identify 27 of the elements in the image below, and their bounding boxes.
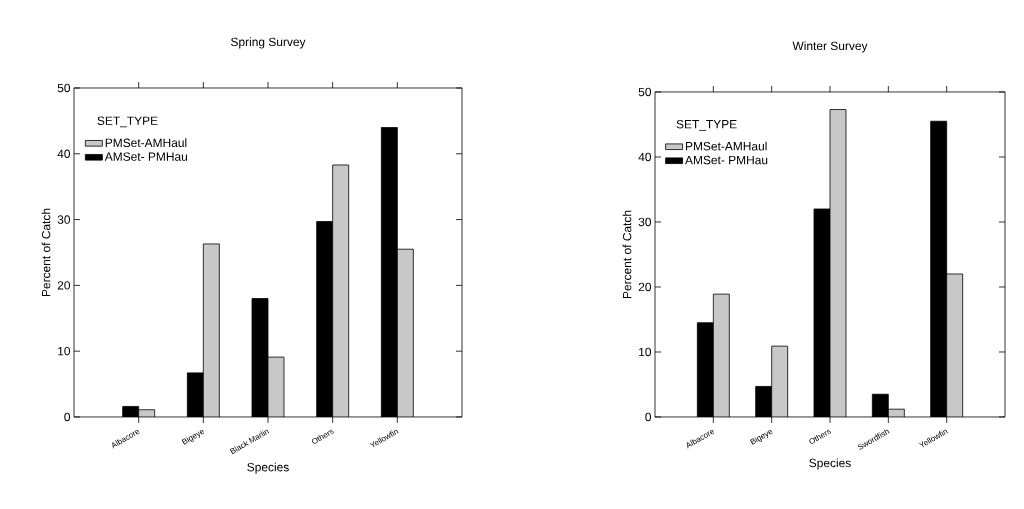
bar (771, 345, 789, 417)
y-tick-label: 0 (645, 412, 652, 422)
y-tick-label: 10 (639, 347, 652, 357)
y-tick-label: 30 (638, 217, 652, 227)
y-tick-label: 0 (64, 412, 71, 422)
legend-title: SET_TYPE (676, 120, 737, 131)
y-axis-title: Percent of Catch (622, 210, 632, 299)
y-tick-label: 10 (58, 346, 71, 356)
legend-title: SET_TYPE (97, 116, 158, 128)
legend-label: AMSet- PMHau (104, 152, 187, 161)
x-axis-title: Species (247, 462, 289, 474)
legend-label: PMSet-AMHaul (685, 141, 767, 151)
y-tick-label: 50 (638, 87, 652, 97)
y-tick-label: 40 (638, 152, 652, 162)
chart-title: Winter Survey (792, 41, 868, 53)
bar (712, 293, 730, 417)
chart-title: Spring Survey (231, 37, 306, 49)
x-axis-title: Species (809, 458, 851, 470)
y-tick-label: 20 (57, 281, 71, 290)
y-tick-label: 20 (638, 282, 652, 292)
y-tick-label: 50 (57, 83, 71, 93)
legend-label: AMSet- PMHau (685, 155, 768, 165)
legend-label: PMSet-AMHaul (105, 138, 187, 147)
y-axis-title: Percent of Catch (41, 208, 51, 297)
y-tick-label: 30 (57, 215, 71, 224)
bar (946, 273, 964, 417)
y-tick-label: 40 (57, 149, 71, 159)
